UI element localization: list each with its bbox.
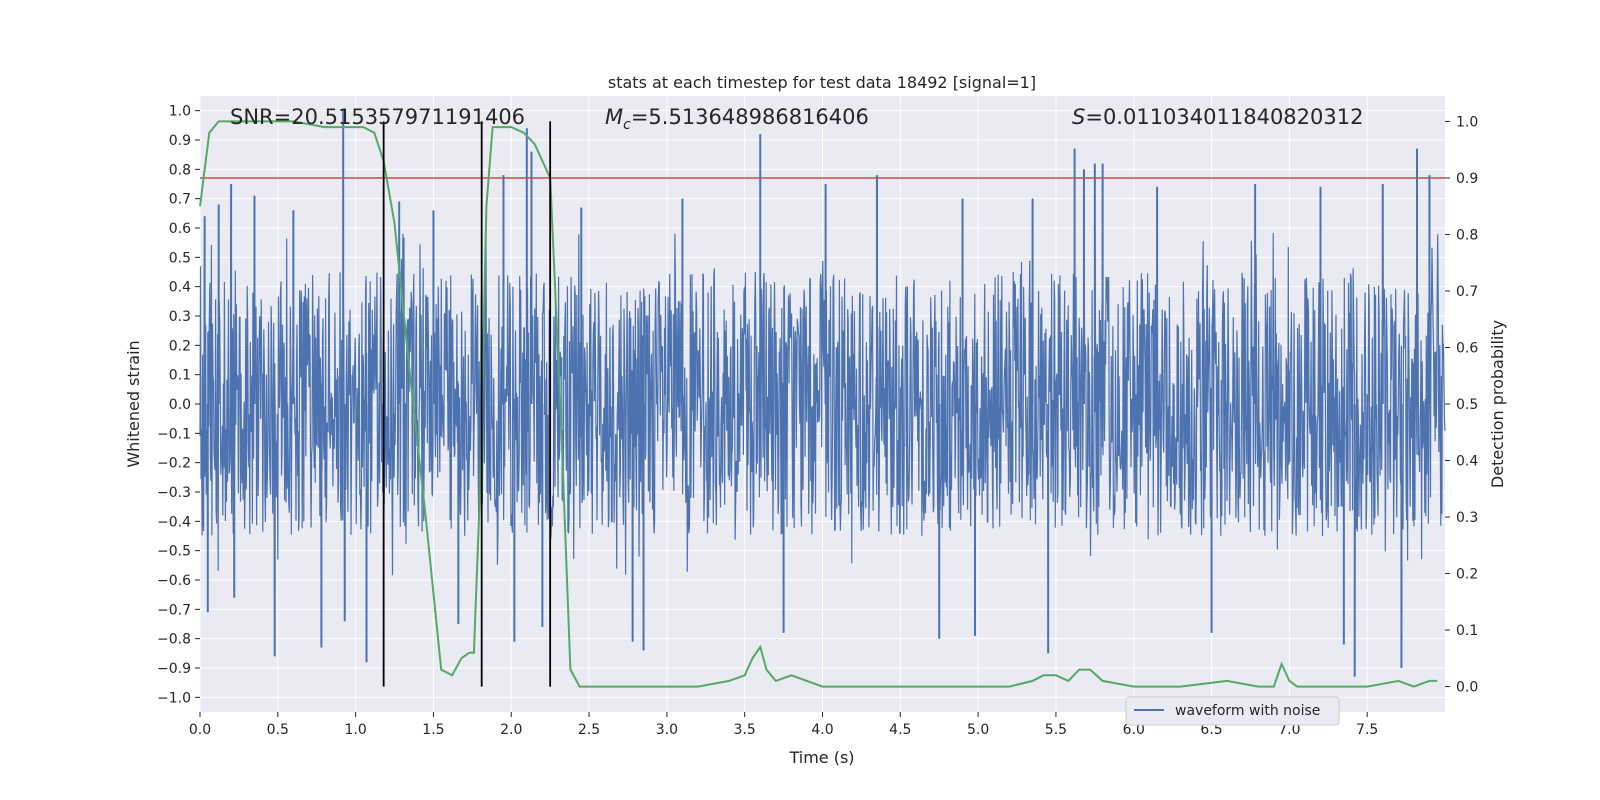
x-tick-label: 7.0 xyxy=(1278,722,1300,738)
y-tick-label: −0.9 xyxy=(157,661,191,677)
y2-axis-label: Detection probability xyxy=(1488,320,1507,488)
y-tick-label: −1.0 xyxy=(157,690,191,706)
x-tick-label: 6.5 xyxy=(1200,722,1222,738)
s-annotation: S=0.011034011840820312 xyxy=(1072,105,1363,129)
x-tick-label: 2.0 xyxy=(500,722,522,738)
x-tick-label: 0.5 xyxy=(267,722,289,738)
axes: 0.0 0.5 1.0 1.5 2.0 2.5 3.0 3.5 4.0 4.5 5.0 5.5 6.0 6… xyxy=(157,104,1478,738)
y2-tick-label: 0.8 xyxy=(1456,227,1478,243)
chart-title: stats at each timestep for test data 184… xyxy=(608,73,1036,92)
x-tick-label: 1.5 xyxy=(422,722,444,738)
y2-tick-label: 0.0 xyxy=(1456,680,1478,696)
y-tick-label: −0.8 xyxy=(157,632,191,648)
x-tick-label: 4.5 xyxy=(889,722,911,738)
x-tick-label: 5.0 xyxy=(967,722,989,738)
y-tick-label: −0.2 xyxy=(157,456,191,472)
y2-tick-label: 1.0 xyxy=(1456,114,1478,130)
waveform-line xyxy=(199,110,1446,677)
waveform-series xyxy=(199,110,1446,677)
probability-line xyxy=(199,120,1438,688)
x-axis-label: Time (s) xyxy=(788,748,854,767)
x-tick-label: 3.5 xyxy=(734,722,756,738)
y-tick-label: 0.5 xyxy=(169,250,191,266)
y2-tick-label: 0.4 xyxy=(1456,454,1478,470)
x-tick-label: 1.0 xyxy=(344,722,366,738)
y-tick-label: −0.3 xyxy=(157,485,191,501)
y2-tick-label: 0.6 xyxy=(1456,340,1478,356)
y-tick-label: 0.7 xyxy=(169,192,191,208)
y-tick-label: −0.1 xyxy=(157,426,191,442)
y-tick-label: −0.4 xyxy=(157,514,191,530)
y-tick-label: −0.6 xyxy=(157,573,191,589)
mc-annotation: Mc=5.513648986816406 xyxy=(605,105,869,133)
y-tick-label: 0.2 xyxy=(169,338,191,354)
y-tick-label: 0.8 xyxy=(169,162,191,178)
legend-box xyxy=(1125,696,1340,726)
y-axis-label: Whitened strain xyxy=(124,340,143,467)
legend-label-waveform: waveform with noise xyxy=(1175,703,1320,719)
y2-tick-label: 0.2 xyxy=(1456,567,1478,583)
y-tick-label: 0.1 xyxy=(169,368,191,384)
x-tick-label: 0.0 xyxy=(189,722,211,738)
x-tick-label: 5.5 xyxy=(1045,722,1067,738)
x-tick-label: 7.5 xyxy=(1356,722,1378,738)
x-tick-label: 6.0 xyxy=(1123,722,1145,738)
snr-annotation: SNR=20.515357971191406 xyxy=(230,105,525,129)
y2-tick-label: 0.1 xyxy=(1456,623,1478,639)
x-tick-label: 2.5 xyxy=(578,722,600,738)
y-tick-label: 0.9 xyxy=(169,133,191,149)
y2-tick-label: 0.5 xyxy=(1456,397,1478,413)
y-tick-label: 0.6 xyxy=(169,221,191,237)
y-tick-label: −0.7 xyxy=(157,602,191,618)
x-tick-label: 4.0 xyxy=(811,722,833,738)
y2-tick-label: 0.3 xyxy=(1456,510,1478,526)
x-tick-label: 3.0 xyxy=(656,722,678,738)
y-tick-label: 0.4 xyxy=(169,280,191,296)
y-tick-label: 1.0 xyxy=(169,104,191,120)
y2-tick-label: 0.7 xyxy=(1456,284,1478,300)
y2-tick-label: 0.9 xyxy=(1456,171,1478,187)
legend: waveform with noise xyxy=(1125,696,1340,726)
overlay xyxy=(199,120,1445,688)
y-tick-label: 0.0 xyxy=(169,397,191,413)
y-tick-label: −0.5 xyxy=(157,544,191,560)
y-tick-label: 0.3 xyxy=(169,309,191,325)
